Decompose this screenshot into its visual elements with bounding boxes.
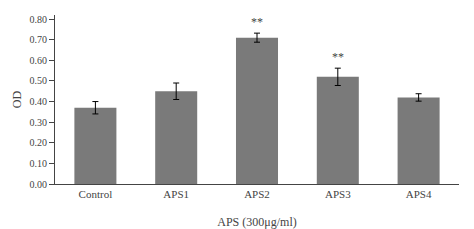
svg-text:APS (300μg/ml): APS (300μg/ml) [217,215,296,229]
svg-text:0.40: 0.40 [30,96,48,107]
svg-text:0.70: 0.70 [30,34,48,45]
svg-text:APS1: APS1 [163,188,189,200]
svg-text:**: ** [332,50,344,64]
svg-text:0.60: 0.60 [30,55,48,66]
svg-text:**: ** [251,15,263,29]
svg-text:APS2: APS2 [244,188,270,200]
svg-text:0.80: 0.80 [30,14,48,25]
svg-text:APS3: APS3 [325,188,351,200]
svg-text:0.10: 0.10 [30,158,48,169]
svg-text:0.00: 0.00 [30,179,48,190]
svg-text:0.20: 0.20 [30,137,48,148]
svg-text:0.30: 0.30 [30,117,48,128]
svg-text:Control: Control [79,188,113,200]
svg-text:0.50: 0.50 [30,75,48,86]
svg-text:APS4: APS4 [406,188,432,200]
svg-text:OD: OD [10,91,24,109]
